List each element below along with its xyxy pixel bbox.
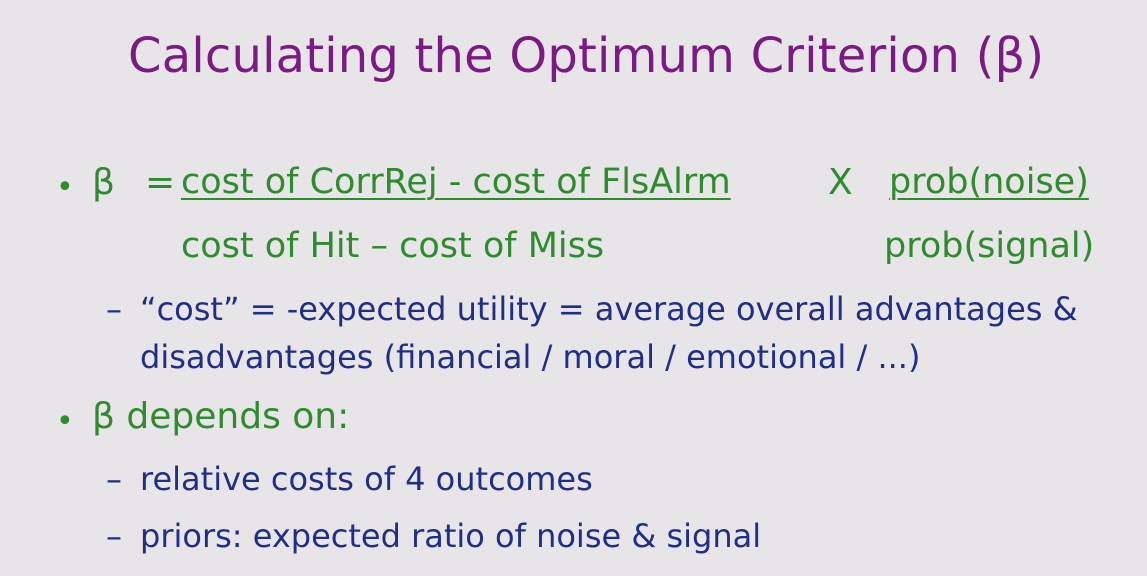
bullet-1-marker: • [56,170,74,205]
sub-bullet-1-line-2: disadvantages (financial / moral / emoti… [140,338,921,376]
bullet-2-marker: • [56,404,74,439]
formula-times: X [828,162,853,203]
formula-numerator-left: cost of CorrRej - cost of FlsAlrm [181,162,731,202]
slide-title: Calculating the Optimum Criterion (β) [128,28,1045,84]
formula-equals: = [145,162,176,203]
formula-numerator-right: prob(noise) [889,162,1089,202]
formula-denominator-right: prob(signal) [884,226,1095,266]
sub-bullet-3-dash: – [106,517,122,555]
sub-bullet-2-dash: – [106,460,122,498]
sub-bullet-2-text: relative costs of 4 outcomes [140,460,593,498]
formula-beta: β [92,162,115,203]
formula-denominator-left: cost of Hit – cost of Miss [181,226,605,266]
sub-bullet-3-text: priors: expected ratio of noise & signal [140,517,762,555]
sub-bullet-1-dash: – [106,290,122,328]
bullet-2-text: β depends on: [92,396,350,437]
sub-bullet-1-line-1: “cost” = -expected utility = average ove… [140,290,1078,328]
